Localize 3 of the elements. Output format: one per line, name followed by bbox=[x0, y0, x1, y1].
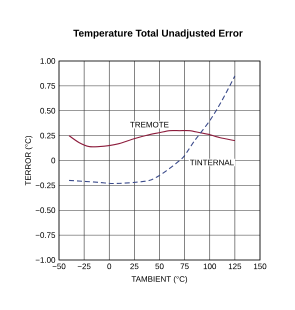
line-series bbox=[68, 75, 236, 184]
chart-title: Temperature Total Unadjusted Error bbox=[73, 29, 243, 39]
line-series bbox=[68, 130, 236, 148]
